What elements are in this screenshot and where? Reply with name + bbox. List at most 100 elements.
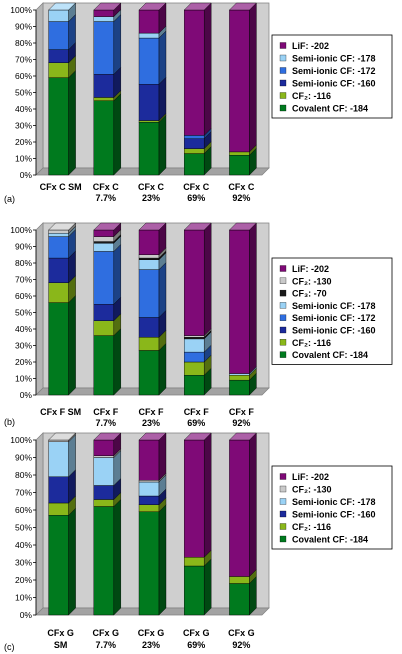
bar-segment <box>183 337 205 340</box>
bar-stack <box>183 432 212 616</box>
bar-segment <box>93 506 115 616</box>
bar-segment <box>48 302 69 396</box>
y-tick-label: 70% <box>15 55 32 65</box>
bar-top <box>93 2 122 11</box>
bar-segment <box>93 251 115 305</box>
bar-segment-side <box>158 342 167 396</box>
y-tick-label: 60% <box>15 71 32 81</box>
legend-swatch <box>279 535 287 543</box>
legend-box <box>271 34 393 119</box>
bar-segment <box>93 16 115 22</box>
legend-swatch <box>279 92 287 99</box>
bar-segment <box>93 9 115 17</box>
bar-segment <box>93 439 115 456</box>
bar-top <box>183 222 212 231</box>
legend-swatch <box>279 79 287 87</box>
legend-swatch <box>279 510 287 518</box>
bar-segment <box>138 37 160 85</box>
x-category-label: 23% <box>142 418 160 428</box>
bar-segment <box>48 233 69 237</box>
bar-segment-side <box>158 262 167 318</box>
bar-segment <box>93 74 115 98</box>
bar-segment <box>138 439 160 481</box>
chart-panel-1: 0% 10% 20% 30% 40% 50% 60% 70% 80% 90% 100% CFx C S… <box>4 2 393 204</box>
bar-segment <box>93 499 115 507</box>
bar-segment-side <box>68 70 76 176</box>
legend-label: CF₂: -130 <box>292 276 332 286</box>
bar-segment <box>93 335 115 396</box>
bar-segment <box>93 455 115 458</box>
bar-segment <box>229 379 250 396</box>
legend-label: Semi-ionic CF: -178 <box>292 54 376 64</box>
legend-swatch <box>279 473 287 480</box>
bar-segment <box>48 282 69 303</box>
chart-side-wall <box>35 432 44 616</box>
legend-label: CF₂: -116 <box>292 522 331 532</box>
x-category-label: CFx G <box>228 628 255 638</box>
x-category-label: CFx F SM <box>40 407 81 417</box>
bar-segment <box>138 120 160 123</box>
bar-segment <box>229 373 250 376</box>
bar-segment <box>48 49 69 63</box>
bar-top <box>138 432 167 441</box>
bar-top <box>48 2 77 11</box>
y-tick-label: 90% <box>15 22 32 32</box>
y-tick-label: 60% <box>15 505 32 515</box>
bar-segment <box>229 583 250 616</box>
y-tick-label: 70% <box>15 488 32 498</box>
y-tick-label: 50% <box>15 88 32 98</box>
bar-segment-side <box>68 295 76 396</box>
bar-segment-side <box>249 222 257 375</box>
bar-segment-side <box>68 434 76 478</box>
bar-stack <box>48 2 77 176</box>
bar-segment <box>93 485 115 500</box>
y-tick-label: 40% <box>15 104 32 114</box>
bar-segment <box>138 121 160 176</box>
bar-segment <box>183 229 205 336</box>
y-tick-label: 0% <box>20 390 33 400</box>
legend-label: LiF: -202 <box>292 41 329 51</box>
x-category-label: CFx F <box>138 407 164 417</box>
y-tick-label: 70% <box>15 275 32 285</box>
bar-segment <box>138 495 160 505</box>
legend-swatch <box>279 498 287 505</box>
bar-segment <box>138 32 160 39</box>
legend-label: CF₂: -116 <box>292 91 331 101</box>
y-tick-label: 30% <box>15 558 32 568</box>
bar-segment <box>138 480 160 483</box>
bar-segment <box>183 439 205 558</box>
legend-label: CF₃: -70 <box>292 289 327 299</box>
x-category-label: 7.7% <box>96 418 117 428</box>
bar-segment <box>48 229 69 234</box>
x-category-label: CFx G <box>183 628 210 638</box>
bar-segment-side <box>249 432 257 577</box>
chart-panel-2: 0% 10% 20% 30% 40% 50% 60% 70% 80% 90% 100% CFx F S… <box>4 222 393 428</box>
bar-segment <box>48 502 69 516</box>
legend-swatch <box>279 54 287 62</box>
bar-segment <box>93 97 115 101</box>
bar-segment <box>138 337 160 351</box>
y-tick-label: 20% <box>15 357 32 367</box>
bar-segment <box>183 361 205 376</box>
legend-swatch <box>279 42 287 49</box>
legend-swatch <box>279 523 287 530</box>
bar-stack <box>183 2 212 176</box>
y-tick-label: 40% <box>15 324 32 334</box>
bar-stack <box>228 432 257 616</box>
bar-segment <box>93 320 115 336</box>
legend-label: LiF: -202 <box>292 472 329 482</box>
legend-swatch <box>279 67 287 74</box>
bar-stack <box>93 222 122 396</box>
x-category-label: 92% <box>232 193 250 203</box>
bar-top <box>93 222 122 231</box>
bar-segment <box>48 515 69 616</box>
x-category-label: CFx C <box>93 182 120 192</box>
x-category-label: CFx F <box>93 407 119 417</box>
bar-segment <box>93 241 115 244</box>
bar-segment <box>138 269 160 318</box>
x-category-label: CFx C <box>138 182 165 192</box>
bar-stack <box>138 2 167 176</box>
legend-swatch <box>279 339 287 346</box>
x-category-label: 92% <box>232 640 250 650</box>
bar-segment <box>93 236 115 242</box>
